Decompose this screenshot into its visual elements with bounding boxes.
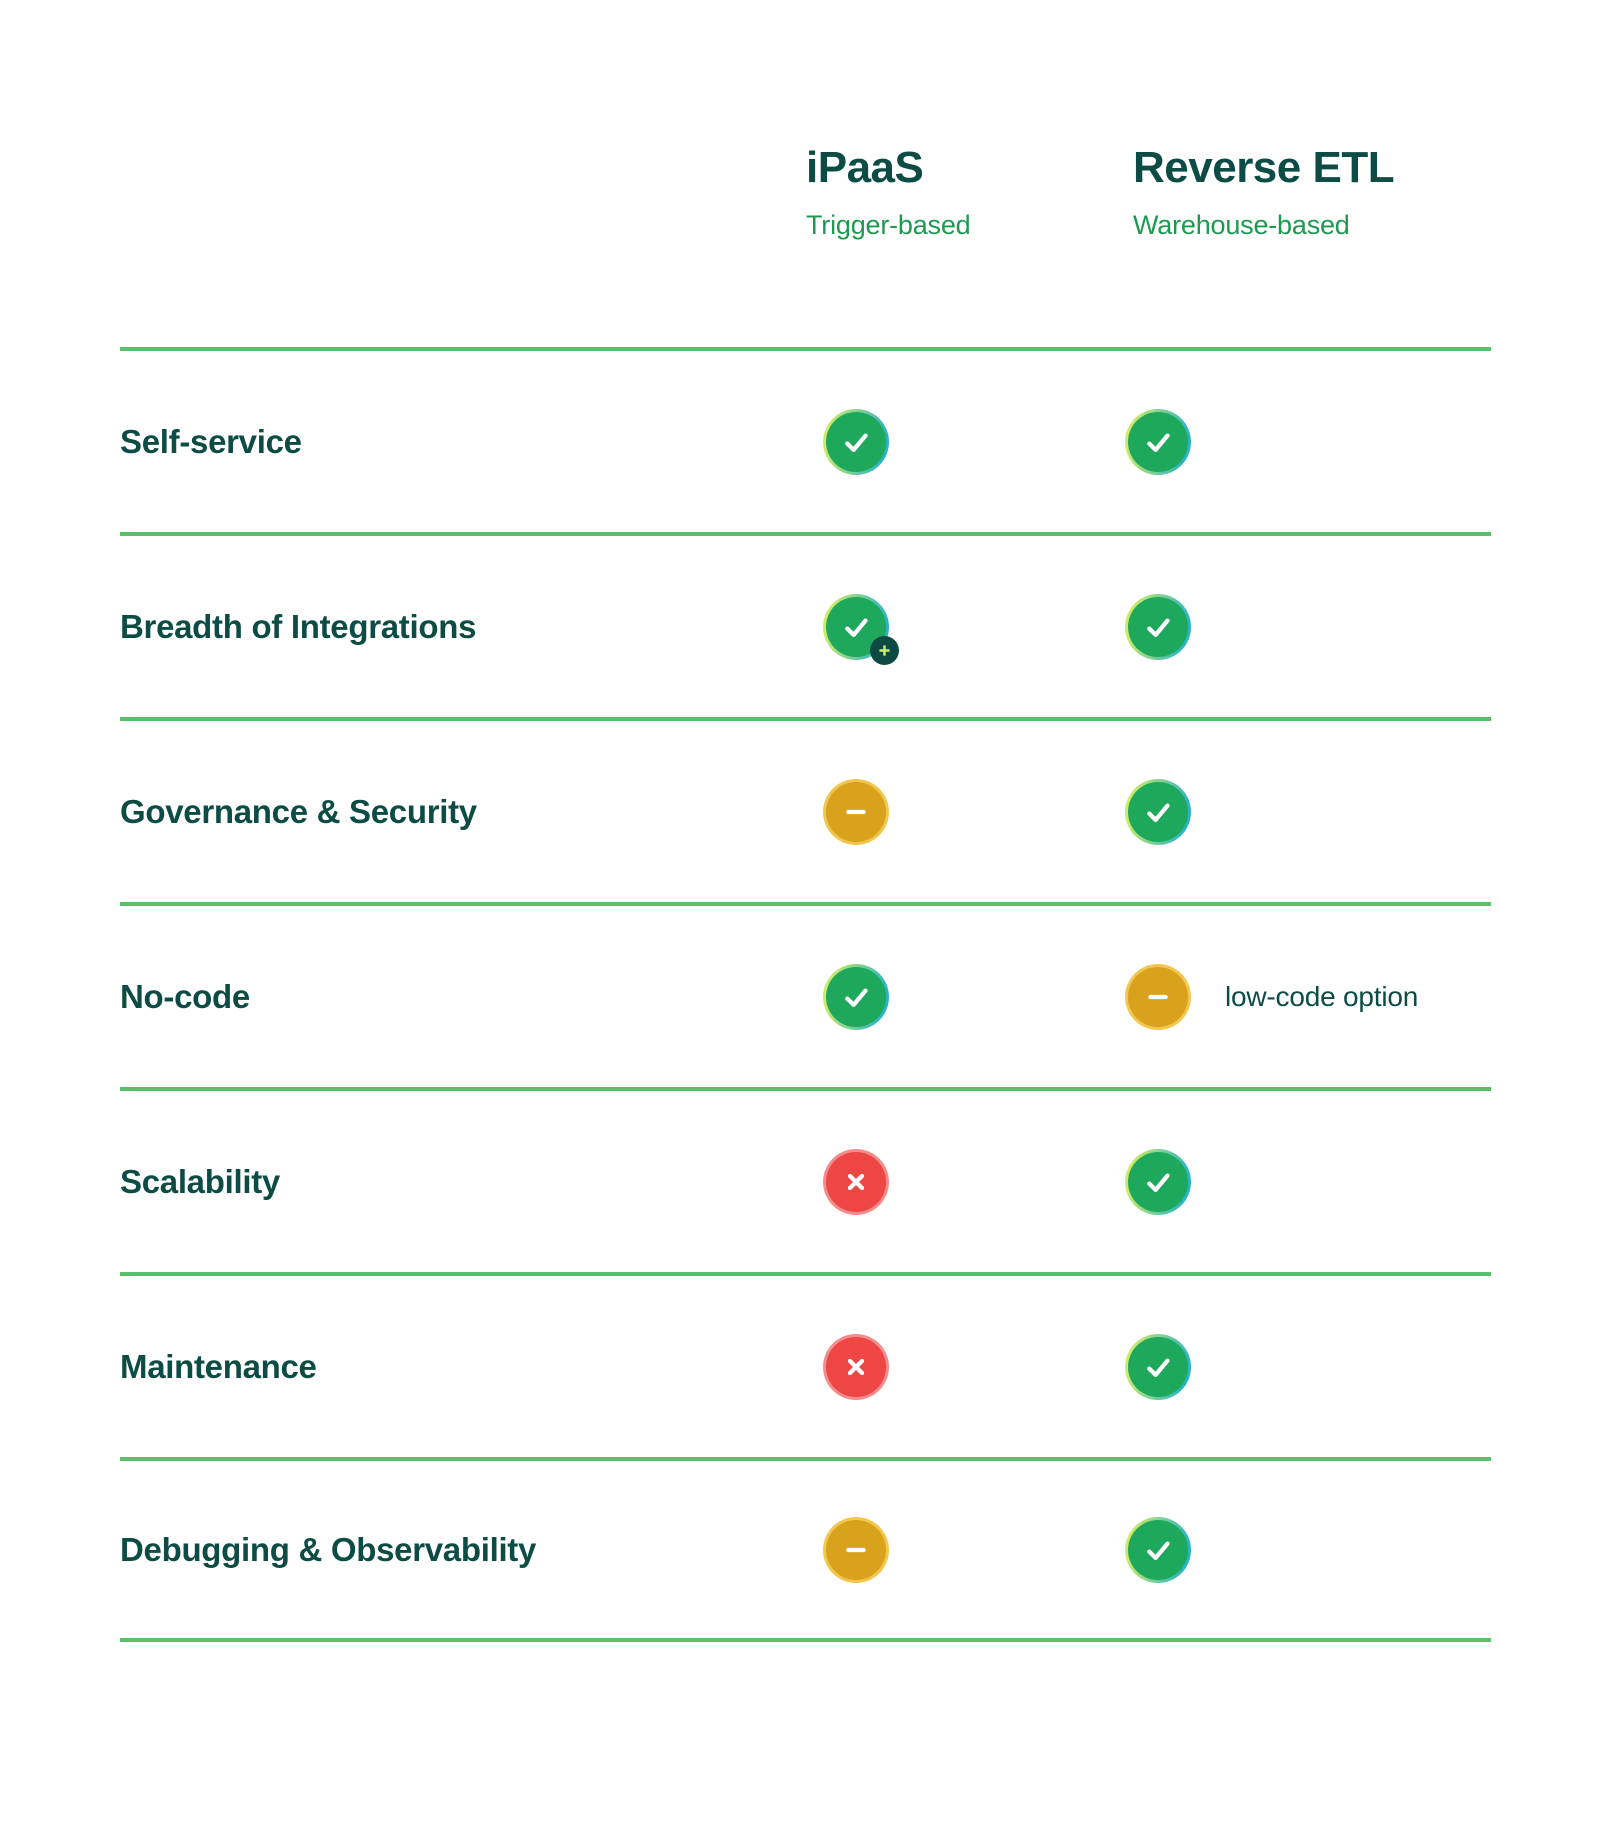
check-icon [1125, 1148, 1191, 1215]
column-subtitle: Trigger-based [806, 210, 971, 240]
cross-icon [823, 1148, 889, 1215]
table-row: Debugging & Observability [120, 1457, 1491, 1642]
row-label: Debugging & Observability [120, 1530, 537, 1568]
check-icon [823, 408, 889, 475]
reverse-etl-value-cell [1125, 408, 1191, 475]
reverse-etl-value-cell [1125, 1333, 1191, 1400]
row-label: Governance & Security [120, 792, 477, 830]
ipaas-value-cell [823, 408, 889, 475]
check-icon [1125, 1333, 1191, 1400]
ipaas-value-cell [823, 778, 889, 845]
ipaas-value-cell [823, 593, 899, 665]
table-row: Maintenance [120, 1272, 1491, 1457]
reverse-etl-value-cell: low-code option [1125, 963, 1419, 1030]
column-title: iPaaS [806, 143, 924, 192]
check-plus-icon [823, 593, 899, 665]
comparison-table: Self-service Breadth of Integrations [120, 347, 1491, 1642]
table-row: Self-service [120, 347, 1491, 532]
check-icon [1125, 593, 1191, 660]
row-label: Maintenance [120, 1347, 317, 1385]
reverse-etl-value-cell [1125, 593, 1191, 660]
row-label: No-code [120, 977, 250, 1015]
ipaas-value-cell [823, 963, 889, 1030]
column-subtitle: Warehouse-based [1133, 210, 1350, 240]
check-icon [1125, 1516, 1191, 1583]
table-row: Scalability [120, 1087, 1491, 1272]
table-row: Governance & Security [120, 717, 1491, 902]
reverse-etl-value-cell [1125, 1148, 1191, 1215]
row-label: Breadth of Integrations [120, 607, 477, 645]
column-header-ipaas: iPaaS Trigger-based [806, 143, 971, 241]
minus-icon [1125, 963, 1191, 1030]
cell-note: low-code option [1225, 980, 1419, 1012]
ipaas-value-cell [823, 1333, 889, 1400]
check-icon [1125, 408, 1191, 475]
column-header-reverse-etl: Reverse ETL Warehouse-based [1133, 143, 1395, 241]
ipaas-value-cell [823, 1148, 889, 1215]
column-title: Reverse ETL [1133, 143, 1395, 192]
row-label: Self-service [120, 422, 302, 460]
table-row: No-code low-code option [120, 902, 1491, 1087]
table-row: Breadth of Integrations [120, 532, 1491, 717]
minus-icon [823, 778, 889, 845]
row-label: Scalability [120, 1162, 280, 1200]
reverse-etl-value-cell [1125, 778, 1191, 845]
check-icon [1125, 778, 1191, 845]
cross-icon [823, 1333, 889, 1400]
plus-badge-icon [870, 635, 899, 665]
reverse-etl-value-cell [1125, 1516, 1191, 1583]
ipaas-value-cell [823, 1516, 889, 1583]
check-icon [823, 963, 889, 1030]
minus-icon [823, 1516, 889, 1583]
